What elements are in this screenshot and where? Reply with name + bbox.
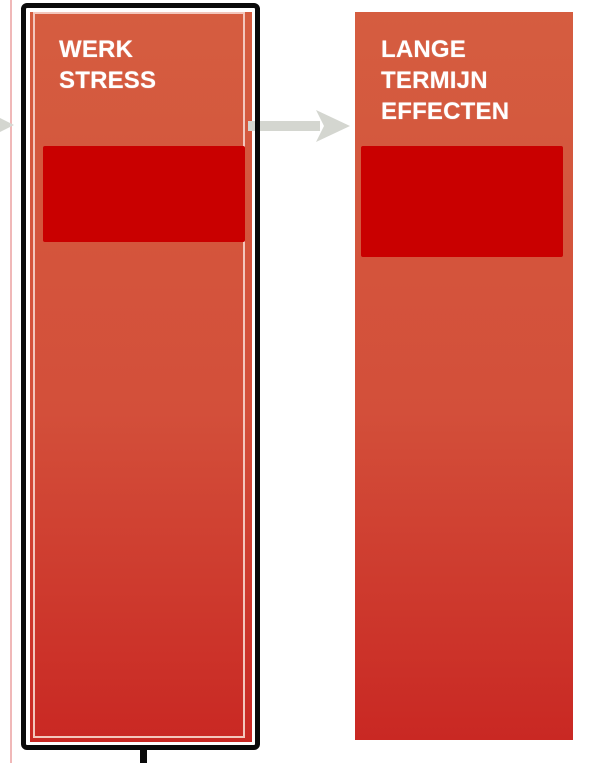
arrow-shaft [248,121,320,131]
long-term-effects-title: LANGE TERMIJN EFFECTEN [381,36,510,125]
work-stress-column [30,12,252,742]
selection-highlight-frame[interactable] [21,3,260,750]
arrow-head [316,110,350,142]
long-term-effects-content-block [361,146,563,257]
left-edge-divider [10,0,12,763]
arrow-right-icon [248,110,350,142]
long-term-effects-column [355,12,573,740]
work-stress-title: WERK STRESS [59,36,157,94]
work-stress-content-block [43,146,245,242]
selection-connector-line [140,748,147,763]
